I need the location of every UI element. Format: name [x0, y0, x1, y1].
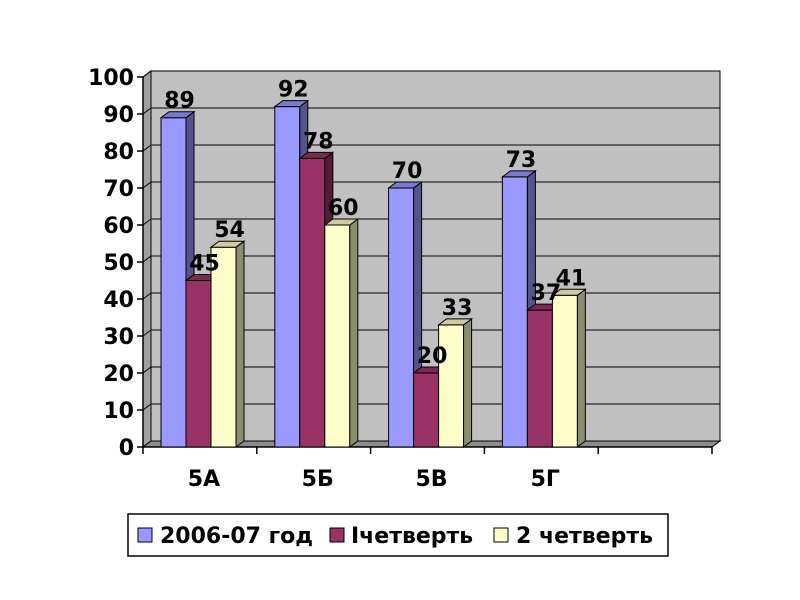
bar-top	[298, 151, 335, 159]
bar-data-label: 33	[442, 296, 473, 321]
y-tick-label: 80	[103, 140, 134, 165]
bar-data-label: 20	[417, 344, 448, 369]
x-category-label: 5Г	[531, 467, 560, 492]
y-tick-label: 40	[103, 288, 134, 313]
legend-swatch-series-3	[493, 527, 509, 543]
bar-side	[576, 288, 586, 448]
y-tick-label: 20	[103, 362, 134, 387]
y-tick-label: 100	[88, 66, 134, 91]
bar-top	[550, 288, 587, 296]
bar-front	[324, 224, 351, 448]
bar-data-label: 60	[328, 196, 359, 221]
bar-data-label: 70	[392, 159, 423, 184]
y-tick-label: 60	[103, 214, 134, 239]
y-tick-label: 0	[119, 436, 134, 461]
bar-data-label: 92	[278, 78, 309, 103]
bar	[550, 288, 587, 448]
bar-data-label: 37	[531, 281, 562, 306]
bar	[323, 218, 360, 448]
chart-bars	[159, 99, 587, 448]
bar-data-label: 89	[164, 89, 195, 114]
y-axis: 0 10 20 30 40 50 60 70 80 90 100	[88, 66, 144, 461]
bar-front	[501, 176, 528, 448]
bar-front	[299, 157, 326, 448]
y-tick-label: 70	[103, 177, 134, 202]
bar-front	[438, 324, 465, 448]
y-tick-label: 50	[103, 251, 134, 276]
legend-box	[127, 513, 669, 557]
bar-top	[387, 181, 424, 189]
bar-front	[526, 309, 553, 448]
bar	[159, 110, 196, 448]
bar-data-label: 54	[214, 218, 245, 243]
bar-front	[413, 372, 440, 448]
bar-front	[274, 106, 301, 448]
bar-front	[388, 187, 415, 448]
bar	[437, 317, 474, 448]
x-axis: 5А 5Б 5В 5Г	[142, 446, 713, 492]
legend-swatch-series-2	[329, 527, 345, 543]
bar-top	[273, 100, 310, 108]
bar-side	[463, 317, 473, 448]
legend-label-series-3: 2 четверть	[516, 524, 653, 549]
chart-legend: 2006-07 год Ічетверть 2 четверть	[127, 513, 669, 557]
bar-data-label: 78	[303, 129, 334, 154]
bar-data-label: 45	[189, 252, 220, 277]
legend-label-series-2: Ічетверть	[351, 524, 473, 549]
bar-side	[349, 218, 359, 448]
x-category-label: 5Б	[302, 467, 334, 492]
legend-label-series-1: 2006-07 год	[160, 524, 313, 549]
bar-side	[235, 240, 245, 448]
bar-data-label: 41	[556, 266, 587, 291]
bar	[209, 240, 246, 448]
gridline	[142, 144, 720, 152]
bar-front	[185, 280, 212, 448]
y-tick-label: 10	[103, 399, 134, 424]
x-category-label: 5А	[188, 467, 220, 492]
bar-top	[159, 111, 196, 119]
bar-front	[160, 117, 187, 448]
bar-top	[323, 218, 360, 226]
gridline	[142, 70, 720, 78]
y-tick-label: 30	[103, 325, 134, 350]
bar-front	[551, 294, 578, 448]
bar-top	[209, 240, 246, 248]
bar-data-label: 73	[506, 148, 537, 173]
x-category-label: 5В	[415, 467, 447, 492]
y-tick-label: 90	[103, 103, 134, 128]
bar-front	[210, 246, 237, 448]
gridline	[142, 107, 720, 115]
bar-top	[500, 170, 537, 178]
legend-swatch-series-1	[137, 527, 153, 543]
bar-top	[437, 318, 474, 326]
